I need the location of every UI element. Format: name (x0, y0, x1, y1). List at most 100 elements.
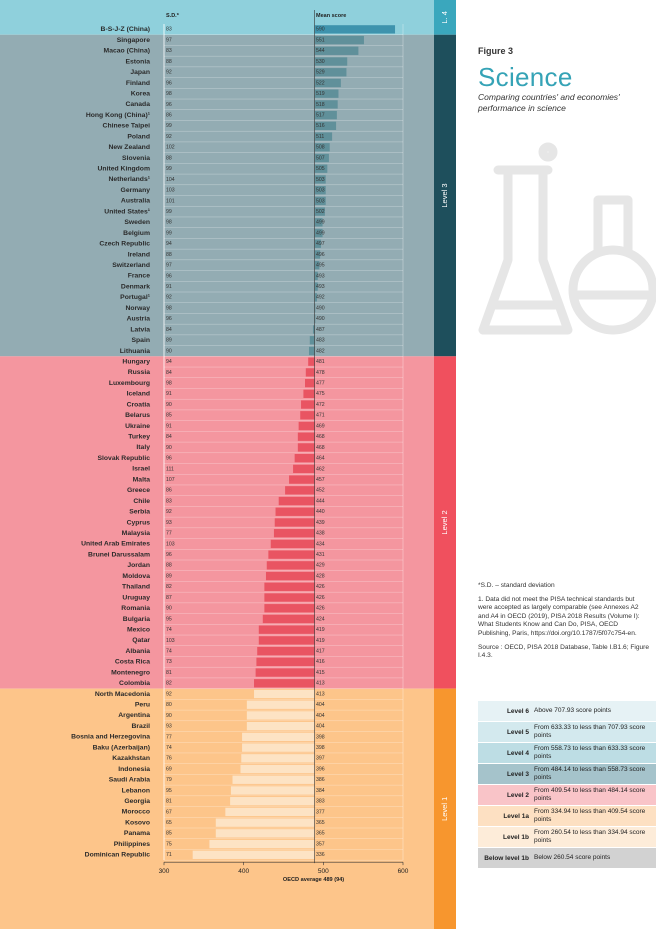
legend-level: Level 3 (506, 770, 529, 778)
sd-value: 73 (166, 659, 172, 665)
score-value: 493 (316, 284, 325, 290)
country-label: Singapore (117, 37, 150, 44)
score-bar (309, 336, 315, 345)
score-value: 481 (316, 359, 325, 365)
score-value: 457 (316, 477, 325, 483)
legend-row: Level 1b From 260.54 to less than 334.94 … (478, 827, 656, 847)
score-bar (314, 143, 330, 152)
country-label: Macao (China) (104, 48, 150, 55)
country-label: Japan (130, 69, 150, 76)
score-bar (274, 518, 315, 527)
score-bar (314, 89, 339, 98)
sd-value: 89 (166, 338, 172, 344)
country-label: Uruguay (122, 594, 150, 601)
country-label: Israel (132, 466, 150, 473)
country-label: Mexico (127, 626, 150, 633)
country-label: Germany (121, 187, 151, 194)
country-label: Ukraine (125, 423, 150, 430)
score-value: 439 (316, 520, 325, 526)
score-value: 490 (316, 305, 325, 311)
sd-value: 79 (166, 777, 172, 783)
score-value: 417 (316, 648, 325, 654)
country-label: Latvia (130, 326, 150, 333)
sd-value: 92 (166, 134, 172, 140)
score-bar (266, 561, 315, 570)
score-bar (314, 121, 337, 130)
country-label: Belgium (123, 230, 150, 237)
score-value: 511 (316, 134, 324, 140)
sd-value: 95 (166, 788, 172, 794)
score-bar (314, 78, 341, 88)
sd-value: 92 (166, 691, 172, 697)
country-label: Poland (127, 133, 150, 140)
score-bar (314, 57, 348, 66)
score-value: 468 (316, 445, 325, 451)
country-label: Iceland (127, 391, 150, 398)
score-bar (294, 454, 315, 463)
country-label: Ireland (128, 251, 150, 258)
score-value: 413 (316, 691, 325, 697)
level-strip (434, 688, 456, 929)
score-bar (230, 786, 315, 795)
score-value: 497 (316, 241, 325, 247)
sd-value: 99 (166, 230, 172, 236)
legend-row: Level 2 From 409.54 to less than 484.14 s… (478, 785, 656, 805)
score-value: 383 (316, 799, 325, 805)
sd-value: 83 (166, 27, 172, 33)
country-label: B-S-J-Z (China) (101, 26, 150, 33)
score-bar (314, 175, 326, 184)
score-bar (254, 689, 315, 699)
level-label: Level 2 (440, 510, 449, 534)
sd-header: S.D.* (166, 13, 180, 19)
score-bar (314, 293, 317, 302)
sd-value: 98 (166, 305, 172, 311)
score-bar (241, 754, 315, 763)
score-bar (265, 571, 315, 581)
country-label: Brunei Darussalam (88, 551, 150, 558)
country-label: France (128, 273, 151, 280)
sd-note: *S.D. – standard deviation (478, 582, 555, 589)
sd-value: 91 (166, 284, 172, 290)
legend-level: Level 6 (506, 707, 529, 715)
legend-desc: From 334.94 to less than 409.54 score po… (534, 808, 646, 823)
sd-value: 85 (166, 831, 172, 837)
sd-value: 90 (166, 445, 172, 451)
score-value: 365 (316, 831, 325, 837)
sd-value: 71 (166, 852, 172, 858)
score-value: 590 (316, 27, 325, 33)
score-value: 404 (316, 713, 325, 719)
score-value: 426 (316, 595, 325, 601)
sd-value: 81 (166, 799, 172, 805)
score-value: 404 (316, 702, 325, 708)
score-value: 384 (316, 788, 325, 794)
country-label: Kazakhstan (112, 755, 150, 762)
score-value: 424 (316, 616, 325, 622)
sd-value: 92 (166, 509, 172, 515)
score-bar (314, 282, 318, 291)
country-label: North Macedonia (95, 691, 150, 698)
score-bar (314, 35, 364, 45)
score-value: 516 (316, 123, 325, 129)
sd-value: 65 (166, 820, 172, 826)
score-bar (264, 593, 315, 602)
score-bar (264, 582, 315, 591)
score-bar (242, 732, 315, 742)
legend-level: Level 2 (506, 791, 529, 799)
level-strip (434, 356, 456, 689)
sd-value: 87 (166, 595, 172, 601)
country-label: Thailand (122, 584, 150, 591)
score-value: 493 (316, 273, 325, 279)
score-value: 416 (316, 659, 325, 665)
score-value: 471 (316, 413, 325, 419)
sd-value: 90 (166, 402, 172, 408)
country-label: New Zealand (108, 144, 150, 151)
legend-row: Level 3 From 484.14 to less than 558.73 s… (478, 764, 656, 784)
score-bar (314, 110, 337, 120)
sd-value: 96 (166, 316, 172, 322)
sd-value: 86 (166, 488, 172, 494)
sd-value: 97 (166, 263, 172, 269)
country-label: United Kingdom (98, 166, 150, 173)
sd-value: 84 (166, 370, 172, 376)
score-bar (258, 625, 315, 634)
score-bar (258, 636, 315, 645)
